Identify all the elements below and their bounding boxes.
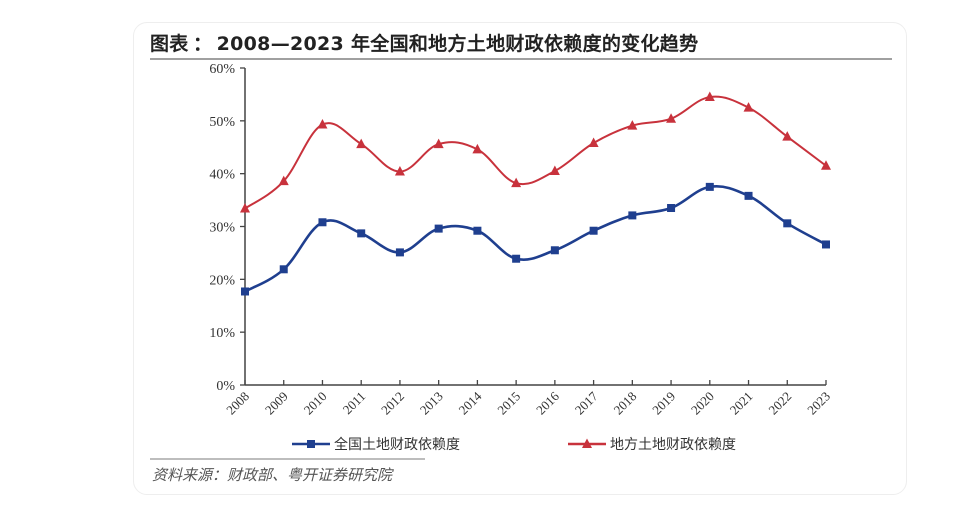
source-divider bbox=[150, 458, 425, 460]
data-point-marker bbox=[433, 138, 444, 149]
y-tick-label: 20% bbox=[209, 273, 235, 288]
series-local bbox=[240, 91, 831, 213]
data-point-marker bbox=[628, 211, 637, 220]
data-point-marker bbox=[704, 91, 715, 102]
series-line bbox=[244, 185, 827, 293]
data-point-marker bbox=[627, 120, 638, 130]
data-point-marker bbox=[278, 175, 289, 186]
x-tick-label: 2022 bbox=[765, 389, 794, 418]
chart-title: 图表： 2008—2023 年全国和地方土地财政依赖度的变化趋势 bbox=[150, 30, 892, 60]
series-national bbox=[241, 182, 830, 296]
x-tick-label: 2020 bbox=[688, 389, 717, 418]
chart-axes: 0%10%20%30%40%50%60%2008 2009 2010 2011 2012… bbox=[209, 62, 833, 418]
chart-series bbox=[240, 91, 831, 296]
x-tick-label: 2013 bbox=[417, 389, 446, 418]
square-marker-icon bbox=[307, 440, 315, 448]
legend-item-local: 地方土地财政依赖度 bbox=[568, 437, 736, 453]
data-point-marker bbox=[241, 287, 249, 296]
data-point-marker bbox=[318, 218, 327, 227]
data-point-marker bbox=[317, 119, 328, 129]
data-point-marker bbox=[782, 131, 793, 141]
legend-label: 全国土地财政依赖度 bbox=[334, 436, 460, 453]
series-line bbox=[244, 95, 827, 210]
data-point-marker bbox=[550, 246, 559, 255]
data-point-marker bbox=[822, 240, 830, 249]
source-note: 资料来源：财政部、粤开证券研究院 bbox=[152, 466, 393, 484]
x-tick-label: 2012 bbox=[378, 389, 407, 418]
x-tick-label: 2023 bbox=[804, 389, 833, 418]
data-point-marker bbox=[512, 254, 521, 263]
title-main: 2008—2023 年全国和地方土地财政依赖度的变化趋势 bbox=[216, 33, 699, 55]
data-point-marker bbox=[279, 265, 288, 274]
y-tick-label: 50% bbox=[209, 115, 235, 130]
data-point-marker bbox=[588, 137, 599, 148]
x-tick-label: 2011 bbox=[340, 389, 369, 418]
x-tick-label: 2018 bbox=[610, 389, 639, 418]
x-tick-label: 2019 bbox=[649, 389, 678, 418]
title-separator: ： bbox=[192, 33, 213, 55]
x-tick-label: 2014 bbox=[456, 388, 485, 417]
data-point-marker bbox=[783, 219, 792, 228]
x-tick-label: 2017 bbox=[572, 388, 601, 417]
data-point-marker bbox=[395, 248, 404, 257]
data-point-marker bbox=[357, 229, 366, 238]
triangle-marker-icon bbox=[582, 438, 592, 448]
y-tick-label: 30% bbox=[209, 221, 235, 236]
x-tick-label: 2016 bbox=[533, 388, 562, 417]
y-tick-label: 60% bbox=[209, 62, 235, 77]
y-tick-label: 40% bbox=[209, 168, 235, 183]
legend-item-national: 全国土地财政依赖度 bbox=[292, 436, 460, 453]
x-tick-label: 2010 bbox=[301, 389, 330, 418]
data-point-marker bbox=[240, 203, 250, 213]
x-tick-label: 2015 bbox=[494, 389, 523, 418]
data-point-marker bbox=[667, 204, 676, 213]
data-point-marker bbox=[666, 113, 677, 123]
chart-legend: 全国土地财政依赖度 地方土地财政依赖度 bbox=[292, 436, 736, 453]
y-tick-label: 0% bbox=[216, 379, 235, 394]
data-point-marker bbox=[356, 138, 367, 149]
data-point-marker bbox=[549, 165, 560, 176]
x-tick-label: 2009 bbox=[262, 389, 291, 418]
data-point-marker bbox=[589, 226, 598, 235]
data-point-marker bbox=[473, 226, 482, 235]
data-point-marker bbox=[744, 191, 753, 200]
legend-label: 地方土地财政依赖度 bbox=[610, 437, 736, 453]
y-tick-label: 10% bbox=[209, 326, 235, 341]
data-point-marker bbox=[394, 166, 405, 176]
data-point-marker bbox=[434, 224, 443, 233]
title-prefix: 图表 bbox=[150, 33, 189, 55]
x-tick-label: 2021 bbox=[727, 389, 756, 418]
data-point-marker bbox=[705, 182, 714, 191]
data-point-marker bbox=[472, 143, 483, 154]
data-point-marker bbox=[511, 177, 522, 188]
data-point-marker bbox=[821, 160, 831, 170]
data-point-marker bbox=[743, 102, 754, 112]
